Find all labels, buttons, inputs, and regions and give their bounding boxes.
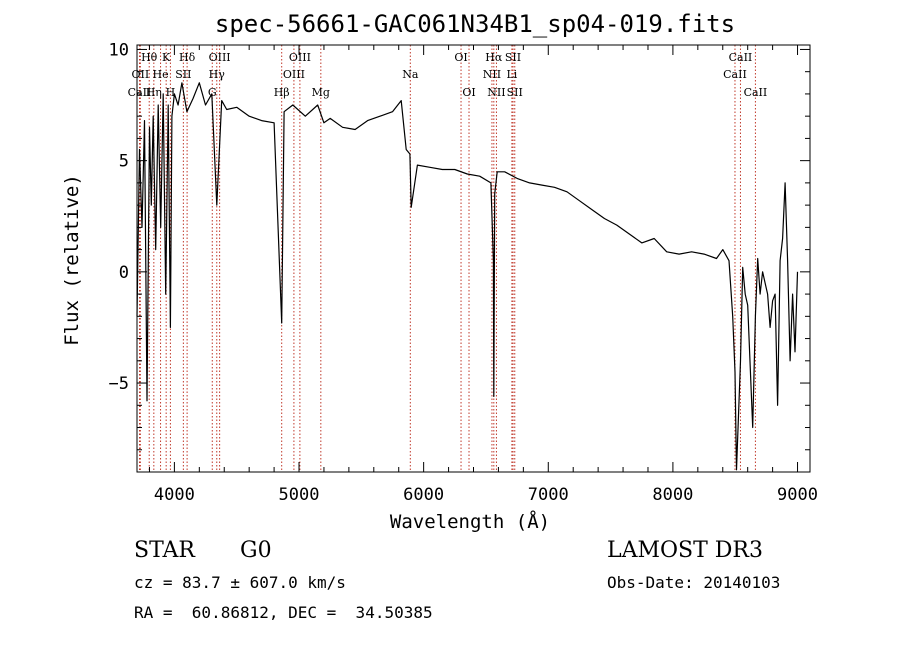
spectral-line-label: H: [166, 86, 176, 99]
y-tick-label: 0: [119, 263, 129, 283]
spectral-line-label: OI: [454, 51, 467, 64]
spectral-line-label: SII: [175, 68, 191, 81]
spectral-line-markers: [138, 45, 756, 472]
spectral-line-label: OIII: [209, 51, 231, 64]
x-tick-label: 5000: [279, 485, 320, 505]
axis-ticks: 4000 5000 6000 7000 8000 9000 −5 0 5 10: [109, 40, 818, 505]
y-tick-label: −5: [109, 374, 129, 394]
spectral-line-label: Hγ: [209, 68, 226, 81]
spectral-line-label: Li: [506, 68, 517, 81]
spectral-line-label: Hθ: [141, 51, 158, 64]
x-tick-label: 4000: [154, 485, 195, 505]
survey-name: LAMOST DR3: [607, 538, 763, 563]
spectral-line-label: G: [208, 86, 217, 99]
redshift-velocity: cz = 83.7 ± 607.0 km/s: [134, 573, 346, 592]
spectral-line-label: SII: [505, 51, 521, 64]
observation-date: Obs-Date: 20140103: [607, 573, 781, 592]
spectral-line-label: OIII: [289, 51, 311, 64]
y-tick-label: 10: [109, 40, 129, 60]
spectral-line-label: NII: [487, 86, 505, 99]
y-axis-label: Flux (relative): [61, 174, 83, 346]
object-subclass: G0: [240, 538, 272, 563]
spectral-line-label: CaII: [128, 86, 152, 99]
spectral-line-label: CaII: [729, 51, 753, 64]
spectrum-series-line: [136, 82, 799, 471]
spectral-line-label: K: [162, 51, 171, 64]
x-tick-label: 9000: [777, 485, 818, 505]
x-tick-label: 7000: [528, 485, 569, 505]
spectral-line-label: Hα: [485, 51, 503, 64]
object-class: STAR: [134, 538, 195, 563]
spectral-line-label: He: [153, 68, 169, 81]
x-tick-label: 8000: [652, 485, 693, 505]
axes-frame: [136, 44, 811, 473]
spectral-line-label: OII: [132, 68, 150, 81]
x-axis-label: Wavelength (Å): [390, 510, 550, 533]
spectral-line-label: Na: [402, 68, 419, 81]
spectral-line-label: SII: [507, 86, 523, 99]
spectral-line-label: Hδ: [179, 51, 196, 64]
spectral-line-label: CaII: [744, 86, 768, 99]
chart-title: spec-56661-GAC061N34B1_sp04-019.fits: [215, 10, 735, 38]
spectral-line-label: OI: [462, 86, 475, 99]
spectral-line-label: Hη: [146, 86, 162, 99]
sky-coordinates: RA = 60.86812, DEC = 34.50385: [134, 603, 433, 622]
x-tick-label: 6000: [403, 485, 444, 505]
spectral-line-label: Hβ: [274, 86, 290, 99]
spectral-line-label: NII: [483, 68, 501, 81]
y-tick-label: 5: [119, 152, 129, 172]
spectral-line-label: OIII: [283, 68, 305, 81]
spectral-line-label: Mg: [312, 86, 330, 99]
spectral-line-label: CaII: [723, 68, 747, 81]
